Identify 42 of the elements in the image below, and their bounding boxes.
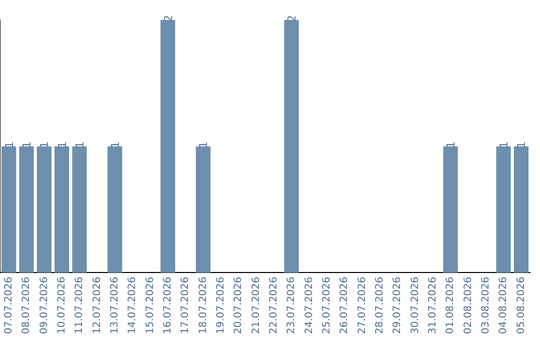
x-tick-label: 05.08.2026 [516,276,527,334]
x-tick-label: 13.07.2026 [109,276,120,334]
data-label: 1 [498,141,510,148]
x-tick-label: 19.07.2026 [215,276,226,334]
x-tick-label: 25.07.2026 [321,276,332,334]
x-tick-label: 17.07.2026 [180,276,192,334]
data-label: 1 [2,141,16,148]
x-tick-label: 27.07.2026 [356,276,368,334]
data-label: 2 [162,15,175,22]
x-tick-label: 21.07.2026 [250,276,262,334]
data-label: 1 [444,141,458,148]
x-tick-label: 28.07.2026 [374,276,386,334]
x-tick-label: 18.07.2026 [198,276,209,334]
data-label: 1 [197,141,210,148]
x-tick-label: 03.08.2026 [480,276,492,334]
x-tick-label: 30.07.2026 [410,276,421,334]
x-tick-label: 26.07.2026 [339,276,350,334]
x-tick-label: 09.07.2026 [38,276,50,334]
x-tick-label: 10.07.2026 [56,276,68,334]
data-label: 1 [74,141,86,148]
data-label: 1 [108,141,122,148]
x-tick-label: 01.08.2026 [445,276,456,334]
data-label: 1 [515,141,528,148]
x-tick-label: 31.07.2026 [427,276,438,334]
x-tick-label: 14.07.2026 [127,276,138,334]
data-label: 1 [56,141,69,148]
x-tick-label: 07.07.2026 [3,276,14,334]
x-tick-label: 20.07.2026 [233,276,244,334]
x-tick-label: 12.07.2026 [92,276,103,334]
data-label: 2 [286,15,298,22]
data-label: 1 [38,141,52,148]
x-tick-label: 15.07.2026 [144,276,156,334]
x-tick-label: 02.08.2026 [462,276,474,334]
x-tick-label: 04.08.2026 [498,276,510,334]
x-tick-label: 08.07.2026 [21,276,32,334]
x-tick-label: 11.07.2026 [74,276,86,334]
x-tick-label: 16.07.2026 [162,276,174,334]
x-tick-label: 24.07.2026 [304,276,315,334]
x-tick-label: 23.07.2026 [286,276,298,334]
x-tick-label: 29.07.2026 [392,276,404,334]
x-tick-label: 22.07.2026 [268,276,280,334]
data-label: 1 [20,141,34,148]
